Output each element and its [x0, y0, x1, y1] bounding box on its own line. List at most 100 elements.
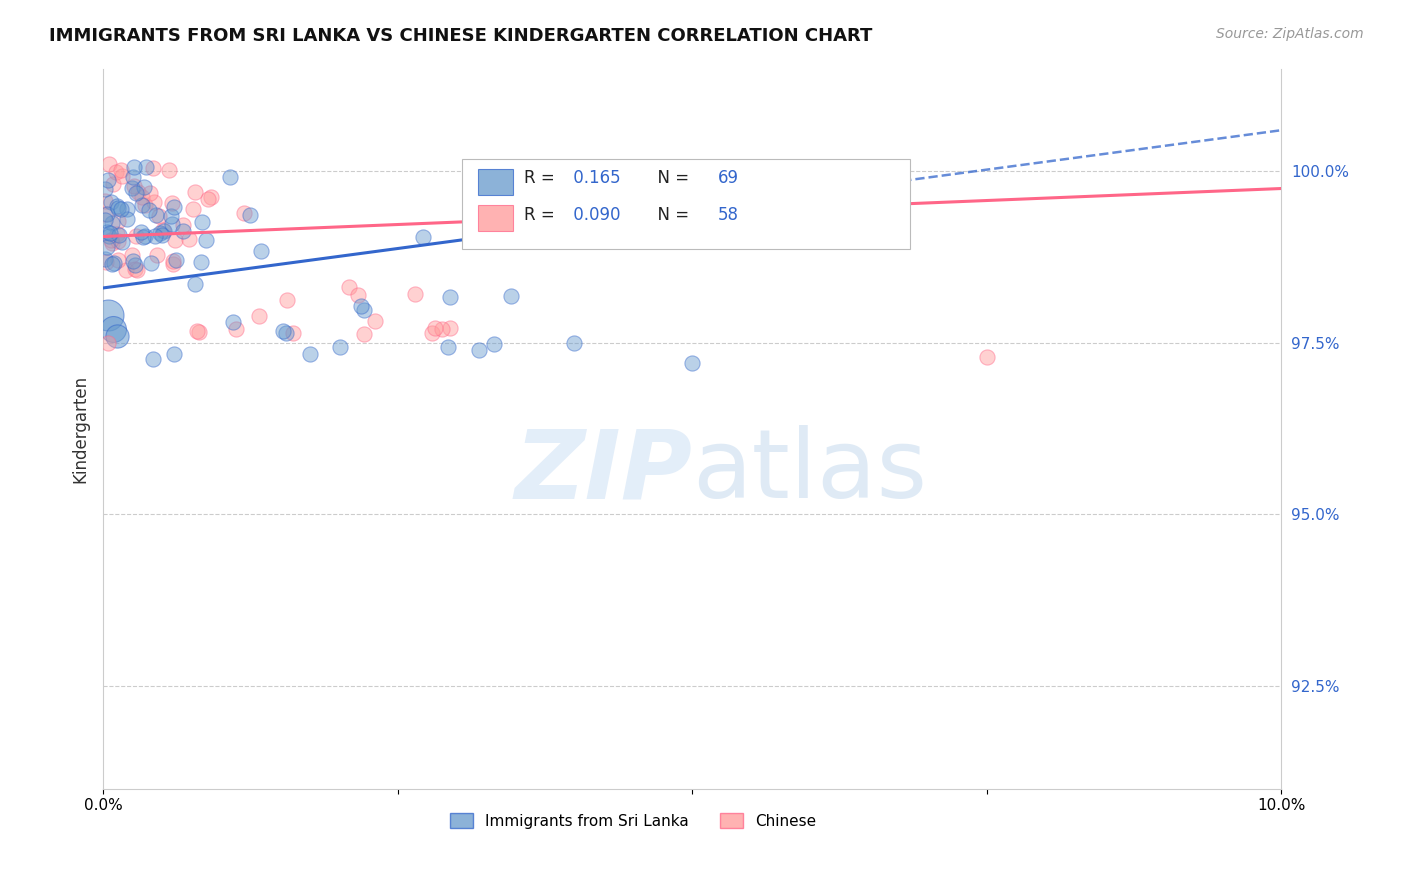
- Point: [115, 211, 138, 226]
- Point: [179, 232, 201, 246]
- Point: [437, 340, 460, 354]
- Point: [127, 185, 149, 199]
- Point: [233, 206, 256, 220]
- Point: [197, 192, 219, 206]
- Point: [142, 352, 165, 367]
- Point: [149, 227, 172, 241]
- Y-axis label: Kindergarten: Kindergarten: [72, 375, 89, 483]
- Point: [247, 309, 270, 323]
- Point: [162, 253, 184, 268]
- Point: [135, 160, 157, 174]
- Point: [121, 248, 143, 262]
- Point: [162, 257, 184, 271]
- Point: [250, 244, 273, 258]
- Point: [195, 234, 218, 248]
- Point: [163, 200, 186, 214]
- Point: [101, 235, 124, 250]
- Point: [107, 213, 129, 227]
- FancyBboxPatch shape: [463, 159, 910, 249]
- FancyBboxPatch shape: [478, 169, 513, 194]
- Point: [125, 263, 148, 277]
- Point: [124, 228, 146, 243]
- Text: ZIP: ZIP: [515, 425, 692, 518]
- Point: [281, 326, 304, 340]
- Point: [94, 212, 117, 227]
- Point: [98, 229, 121, 244]
- Text: atlas: atlas: [692, 425, 927, 518]
- Point: [105, 165, 128, 179]
- Point: [163, 347, 186, 361]
- Point: [105, 227, 128, 241]
- Point: [222, 314, 245, 328]
- Point: [364, 314, 387, 328]
- Point: [142, 161, 165, 175]
- Point: [188, 325, 211, 339]
- Point: [96, 207, 118, 221]
- Point: [107, 234, 129, 248]
- Point: [145, 208, 167, 222]
- Point: [276, 326, 298, 341]
- Point: [181, 202, 204, 217]
- Point: [150, 227, 173, 242]
- Point: [439, 321, 461, 335]
- Point: [124, 258, 146, 272]
- Point: [94, 194, 117, 208]
- Point: [420, 326, 443, 340]
- Point: [103, 177, 125, 191]
- Text: Source: ZipAtlas.com: Source: ZipAtlas.com: [1216, 27, 1364, 41]
- Point: [100, 233, 122, 247]
- Point: [143, 229, 166, 244]
- Point: [162, 196, 184, 211]
- Text: 0.090: 0.090: [568, 206, 621, 224]
- Point: [97, 309, 120, 323]
- Point: [121, 181, 143, 195]
- Point: [121, 253, 143, 268]
- Point: [105, 199, 128, 213]
- Point: [115, 202, 138, 217]
- Point: [94, 182, 117, 196]
- Point: [122, 160, 145, 174]
- Point: [460, 191, 482, 205]
- Point: [94, 252, 117, 267]
- Point: [134, 198, 156, 212]
- Point: [96, 240, 118, 254]
- Point: [148, 209, 170, 223]
- Text: 58: 58: [718, 206, 740, 224]
- Legend: Immigrants from Sri Lanka, Chinese: Immigrants from Sri Lanka, Chinese: [444, 806, 823, 835]
- Point: [439, 290, 461, 304]
- Point: [129, 226, 152, 240]
- FancyBboxPatch shape: [478, 204, 513, 230]
- Point: [121, 169, 143, 184]
- Point: [412, 229, 434, 244]
- Point: [111, 169, 134, 184]
- Point: [329, 340, 352, 354]
- Point: [152, 223, 174, 237]
- Point: [157, 163, 180, 178]
- Point: [125, 186, 148, 201]
- Point: [159, 210, 181, 224]
- Point: [142, 194, 165, 209]
- Point: [218, 169, 240, 184]
- Point: [114, 263, 136, 277]
- Point: [110, 202, 132, 217]
- Point: [124, 261, 146, 276]
- Text: IMMIGRANTS FROM SRI LANKA VS CHINESE KINDERGARTEN CORRELATION CHART: IMMIGRANTS FROM SRI LANKA VS CHINESE KIN…: [49, 27, 873, 45]
- Point: [423, 321, 446, 335]
- Point: [100, 194, 122, 209]
- Point: [122, 179, 145, 194]
- Point: [131, 190, 153, 204]
- Point: [132, 180, 155, 194]
- Point: [562, 335, 585, 350]
- Point: [299, 347, 322, 361]
- Point: [160, 218, 183, 232]
- Point: [139, 256, 162, 270]
- Point: [681, 356, 703, 370]
- Point: [132, 230, 155, 244]
- Point: [350, 299, 373, 313]
- Point: [101, 256, 124, 270]
- Point: [96, 225, 118, 239]
- Point: [107, 201, 129, 215]
- Point: [184, 186, 207, 200]
- Point: [107, 253, 129, 268]
- Point: [97, 172, 120, 186]
